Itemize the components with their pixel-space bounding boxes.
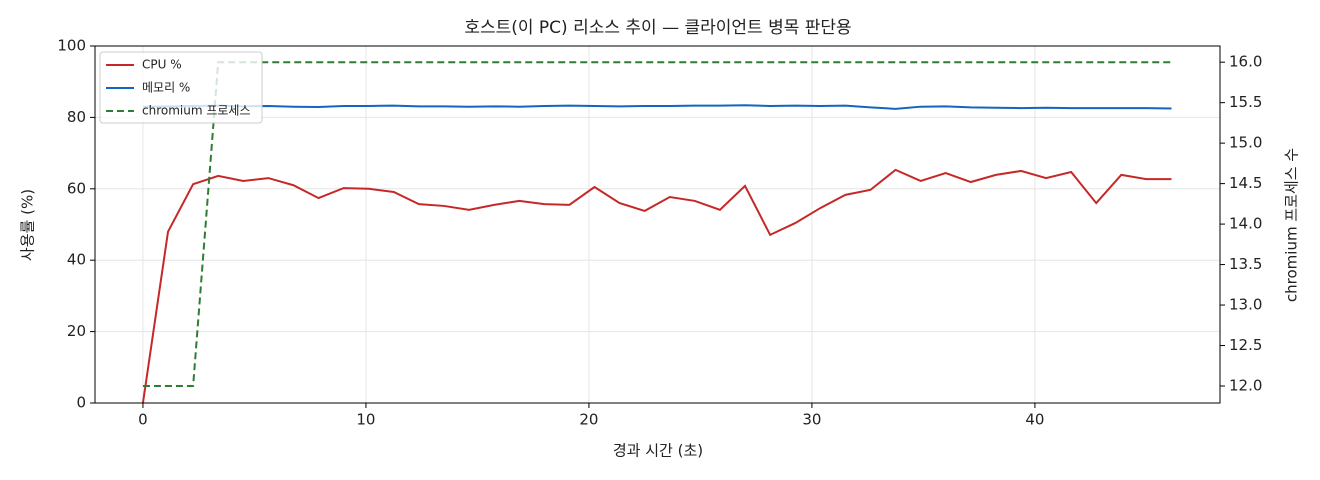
chart-title: 호스트(이 PC) 리소스 추이 — 클라이언트 병목 판단용	[464, 18, 851, 38]
legend-label: CPU %	[142, 58, 182, 72]
legend-label: 메모리 %	[142, 81, 190, 95]
y2-tick-label: 12.5	[1229, 336, 1262, 354]
y2-tick-label: 13.0	[1229, 296, 1262, 314]
x-tick-label: 40	[1025, 411, 1044, 429]
y2-tick-label: 16.0	[1229, 53, 1262, 71]
plot-frame	[94, 45, 1221, 404]
series-line	[141, 168, 1172, 404]
legend-box	[99, 51, 263, 124]
x-tick-label: 10	[356, 411, 375, 429]
y-tick-label: 20	[67, 322, 86, 340]
y2-tick-label: 14.5	[1229, 174, 1262, 192]
x-tick-label: 30	[802, 411, 821, 429]
y-tick-label: 40	[67, 251, 86, 269]
y-tick-label: 60	[67, 179, 86, 197]
y2-tick-label: 15.5	[1229, 93, 1262, 111]
series-line	[142, 61, 1172, 387]
y2-tick-label: 15.0	[1229, 134, 1262, 152]
legend-label: chromium 프로세스	[142, 104, 251, 118]
x-axis-label: 경과 시간 (초)	[613, 442, 703, 460]
y2-tick-label: 14.0	[1229, 215, 1262, 233]
y-tick-label: 80	[67, 108, 86, 126]
y2-axis-label: chromium 프로세스 수	[1283, 148, 1301, 302]
x-tick-label: 0	[138, 411, 148, 429]
y-axis-label: 사용률 (%)	[19, 189, 37, 261]
series-line	[142, 104, 1172, 110]
y-tick-label: 100	[57, 37, 86, 55]
x-tick-label: 20	[579, 411, 598, 429]
y-tick-label: 0	[76, 394, 86, 412]
y2-tick-label: 12.0	[1229, 377, 1262, 395]
y2-tick-label: 13.5	[1229, 255, 1262, 273]
